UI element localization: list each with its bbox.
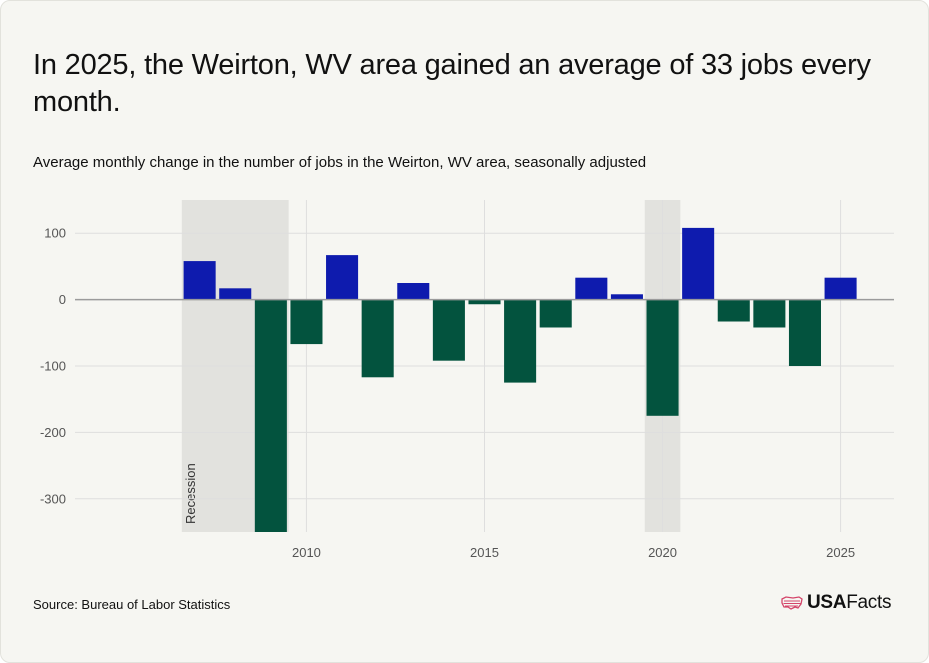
y-tick-label: 0 <box>59 292 66 307</box>
bar-2022 <box>717 299 750 322</box>
x-tick-label: 2020 <box>648 545 677 560</box>
x-tick-label: 2010 <box>292 545 321 560</box>
bar-2023 <box>753 299 786 328</box>
bar-2020 <box>646 299 679 416</box>
bar-2015 <box>468 299 501 305</box>
x-tick-label: 2025 <box>826 545 855 560</box>
usafacts-logo: USAFacts <box>781 592 891 614</box>
y-tick-label: -100 <box>40 359 66 374</box>
brand-prefix: USA <box>807 592 847 613</box>
bar-2025 <box>824 277 857 300</box>
chart-subtitle: Average monthly change in the number of … <box>33 154 647 171</box>
bar-2013 <box>397 283 430 300</box>
bar-2010 <box>290 299 323 345</box>
y-tick-label: -300 <box>40 491 66 506</box>
bar-2016 <box>504 299 537 383</box>
bar-2009 <box>254 299 287 532</box>
source-note: Source: Bureau of Labor Statistics <box>33 597 231 612</box>
us-flag-map-icon <box>781 596 803 610</box>
bar-2021 <box>682 227 715 300</box>
brand-suffix: Facts <box>846 592 892 613</box>
x-tick-label: 2015 <box>470 545 499 560</box>
bar-2014 <box>432 299 465 361</box>
bar-2017 <box>539 299 572 328</box>
y-tick-label: 100 <box>44 226 66 241</box>
bar-2011 <box>326 255 359 300</box>
bar-2012 <box>361 299 394 378</box>
y-tick-label: -200 <box>40 425 66 440</box>
brand-name: USAFacts <box>807 592 891 614</box>
bar-2024 <box>788 299 822 366</box>
recession-label: Recession <box>183 463 198 524</box>
bar-2018 <box>575 277 608 300</box>
chart-title: In 2025, the Weirton, WV area gained an … <box>33 49 871 118</box>
bar-2019 <box>610 294 643 300</box>
bar-2007 <box>183 261 216 300</box>
bar-2008 <box>219 288 252 300</box>
